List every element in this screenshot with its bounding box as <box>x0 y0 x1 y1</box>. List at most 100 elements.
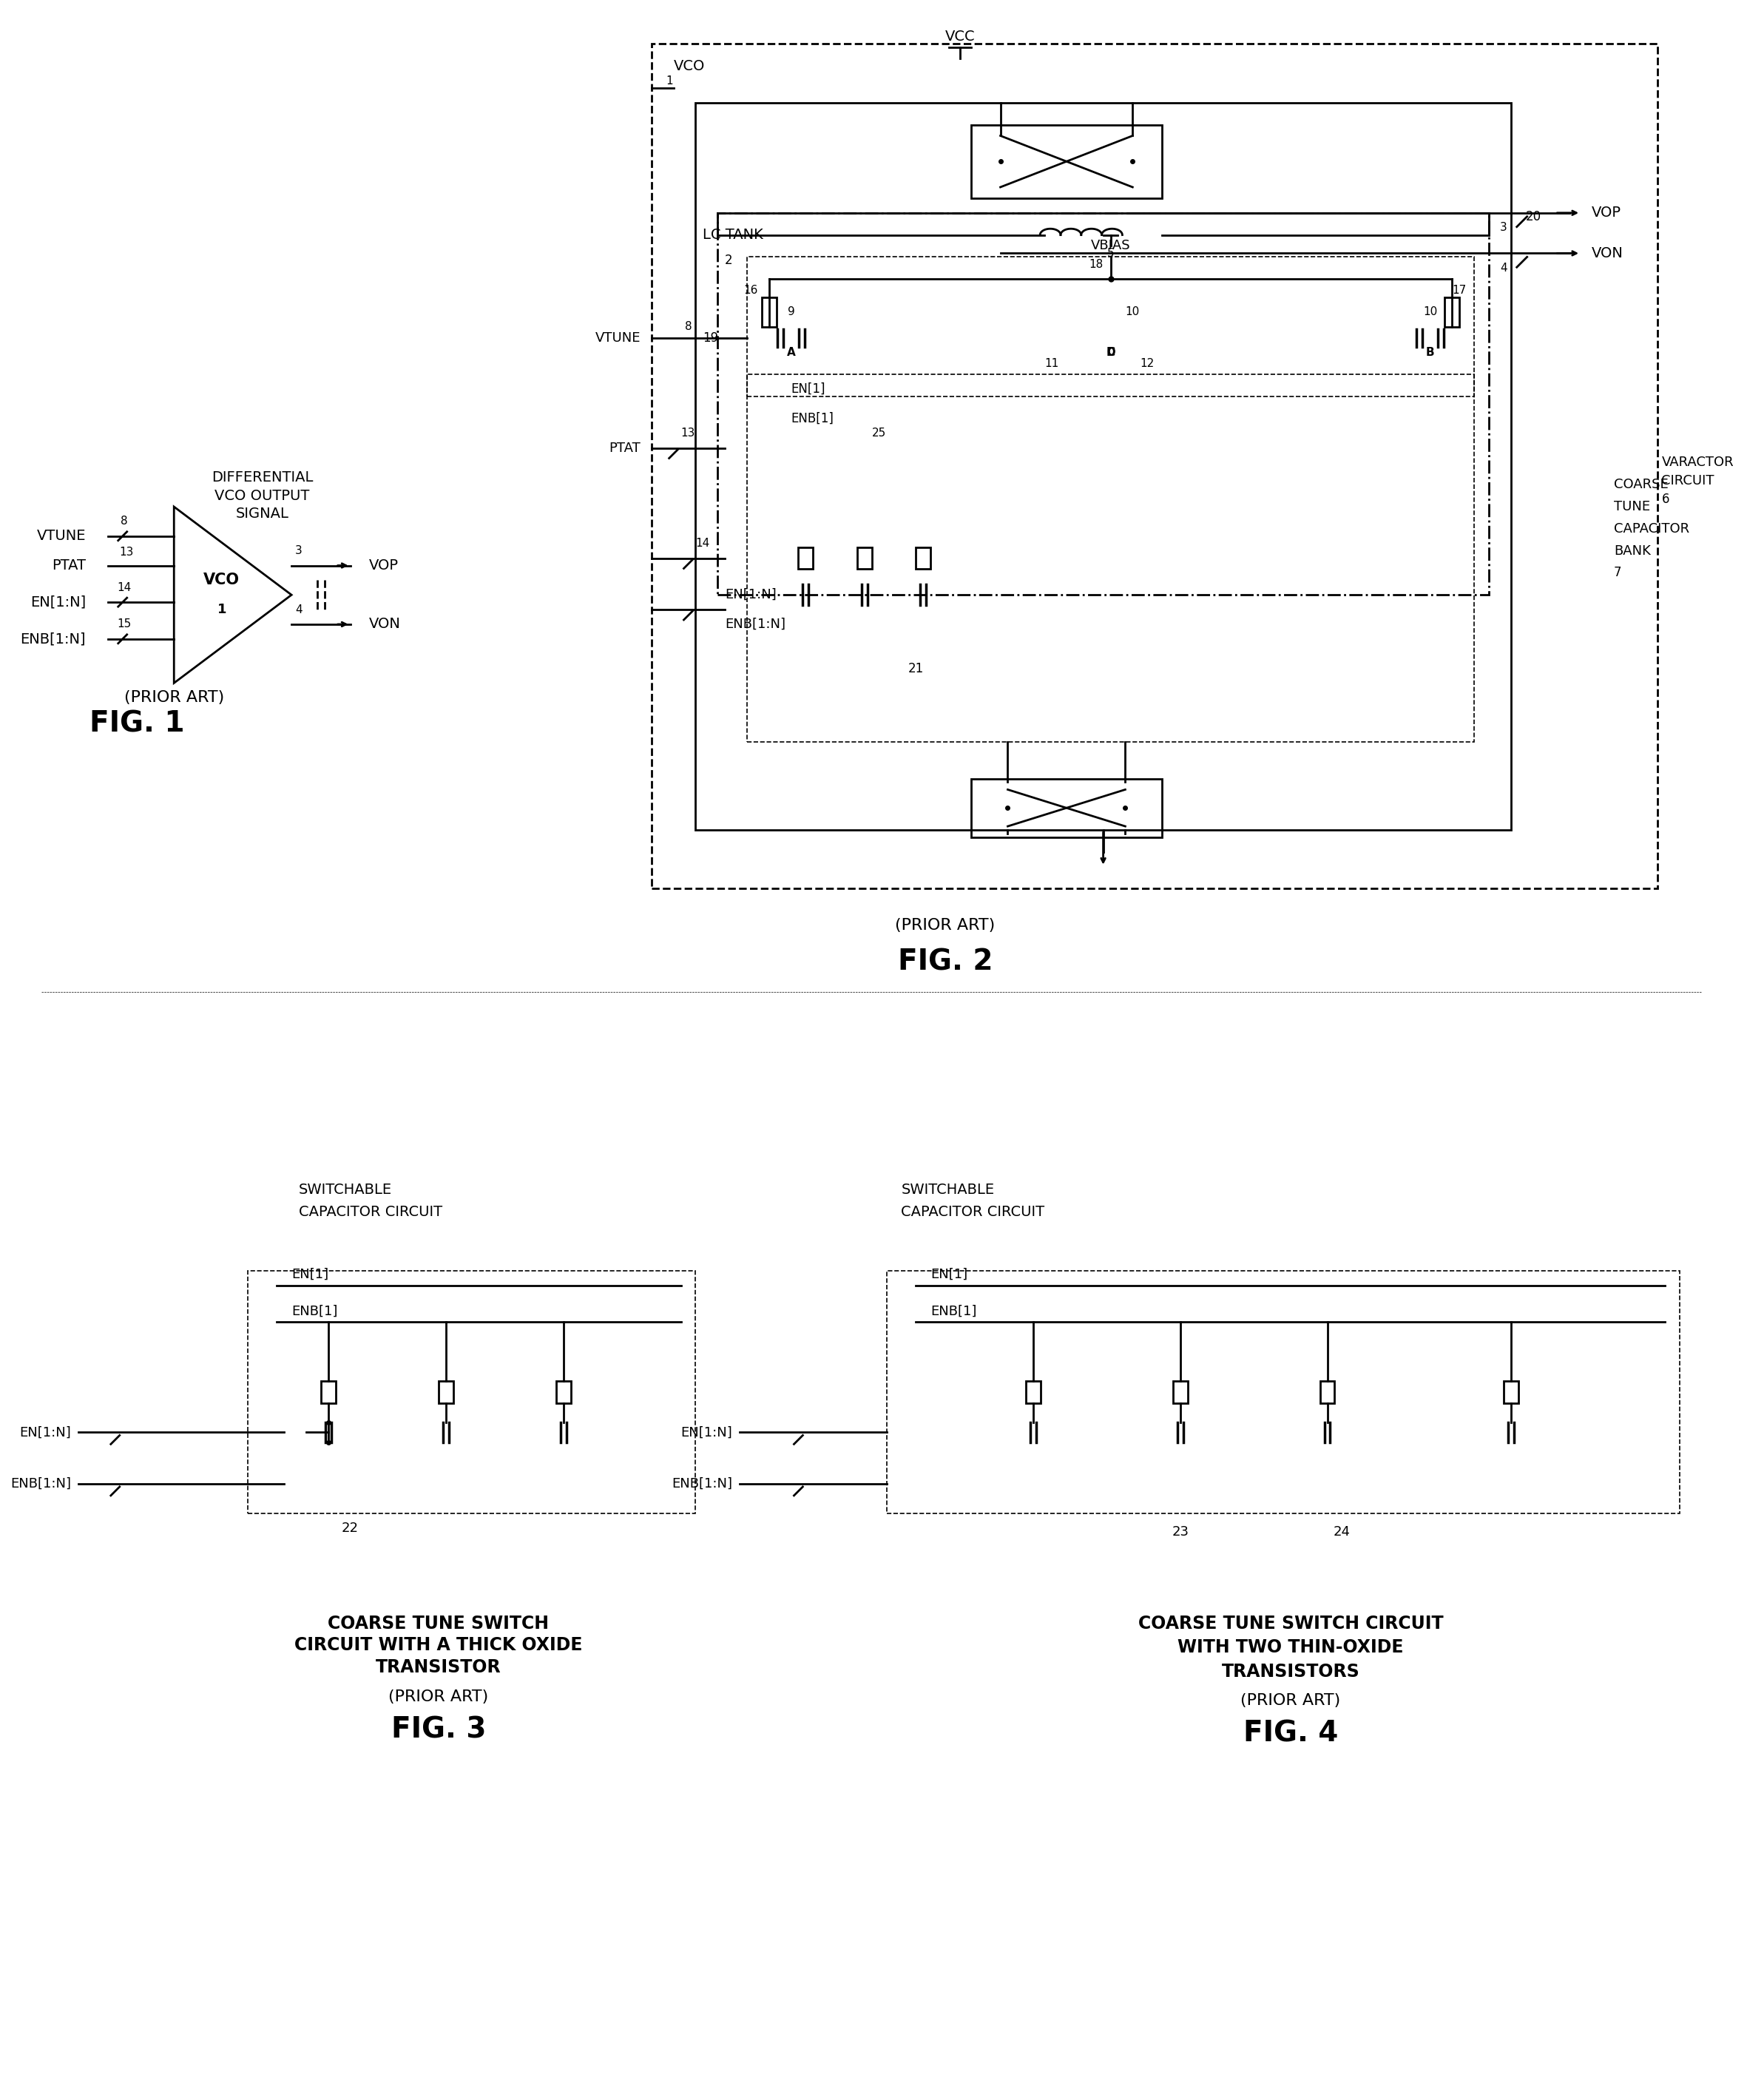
Text: 25: 25 <box>872 428 886 439</box>
Text: 4: 4 <box>295 605 302 615</box>
Text: 10: 10 <box>1424 307 1438 317</box>
Text: CAPACITOR: CAPACITOR <box>1614 523 1689 535</box>
Text: DIFFERENTIAL: DIFFERENTIAL <box>211 470 313 485</box>
Bar <box>718 212 1488 594</box>
Text: SIGNAL: SIGNAL <box>236 506 288 521</box>
Text: 12: 12 <box>1141 357 1155 370</box>
Text: ENB[1:N]: ENB[1:N] <box>725 617 786 630</box>
Text: 14: 14 <box>117 582 131 592</box>
Text: D: D <box>1106 346 1115 357</box>
Text: EN[1:N]: EN[1:N] <box>725 588 776 601</box>
Text: COARSE: COARSE <box>1614 479 1668 491</box>
Text: EN[1:N]: EN[1:N] <box>681 1426 732 1438</box>
Text: VON: VON <box>1592 246 1623 260</box>
Text: 3: 3 <box>295 546 302 556</box>
Bar <box>858 548 872 569</box>
Bar <box>556 1382 571 1403</box>
Text: 14: 14 <box>695 538 709 548</box>
Text: VON: VON <box>369 617 400 632</box>
Text: CAPACITOR CIRCUIT: CAPACITOR CIRCUIT <box>901 1205 1045 1218</box>
Text: VCO: VCO <box>674 59 704 74</box>
Text: ENB[1:N]: ENB[1:N] <box>671 1476 732 1491</box>
Text: FIG. 2: FIG. 2 <box>898 949 992 976</box>
Text: 3: 3 <box>1501 223 1508 233</box>
Text: 8: 8 <box>121 517 128 527</box>
Text: A: A <box>786 346 795 357</box>
Text: COARSE TUNE SWITCH: COARSE TUNE SWITCH <box>328 1615 549 1632</box>
Text: 20: 20 <box>1525 210 1541 223</box>
Text: 5: 5 <box>1108 248 1115 258</box>
Text: VBIAS: VBIAS <box>1090 239 1130 252</box>
Text: VOP: VOP <box>369 559 398 573</box>
Text: 15: 15 <box>117 620 131 630</box>
Text: 9: 9 <box>788 307 795 317</box>
Bar <box>321 1382 335 1403</box>
Text: VCO: VCO <box>204 573 239 588</box>
Text: B: B <box>1426 346 1434 357</box>
Bar <box>248 1270 695 1514</box>
Text: 6: 6 <box>1661 493 1670 506</box>
Text: EN[1]: EN[1] <box>791 382 825 395</box>
Text: 22: 22 <box>342 1520 358 1535</box>
Bar <box>915 548 931 569</box>
Text: 4: 4 <box>1501 262 1508 273</box>
Bar <box>652 44 1658 888</box>
Text: 1: 1 <box>666 76 673 86</box>
Bar <box>438 1382 452 1403</box>
Text: (PRIOR ART): (PRIOR ART) <box>1240 1693 1340 1707</box>
Text: ENB[1]: ENB[1] <box>292 1304 337 1319</box>
Bar <box>1321 1382 1335 1403</box>
Text: EN[1:N]: EN[1:N] <box>19 1426 72 1438</box>
Text: 17: 17 <box>1452 284 1467 296</box>
Text: ENB[1:N]: ENB[1:N] <box>21 632 86 647</box>
Bar <box>1445 298 1459 328</box>
Bar <box>971 779 1162 838</box>
Text: 13: 13 <box>681 428 695 439</box>
Text: VTUNE: VTUNE <box>596 332 641 344</box>
Text: FIG. 3: FIG. 3 <box>391 1716 486 1743</box>
Text: PTAT: PTAT <box>52 559 86 573</box>
Bar <box>886 1270 1681 1514</box>
Text: TRANSISTOR: TRANSISTOR <box>376 1659 501 1676</box>
Text: ENB[1]: ENB[1] <box>791 412 833 424</box>
Text: CIRCUIT: CIRCUIT <box>1661 475 1714 487</box>
Text: 18: 18 <box>1088 258 1102 269</box>
Bar <box>1172 1382 1188 1403</box>
Text: 10: 10 <box>1125 307 1139 317</box>
Text: 13: 13 <box>119 546 133 559</box>
Text: 11: 11 <box>1045 357 1059 370</box>
Text: EN[1]: EN[1] <box>292 1268 328 1281</box>
Text: EN[1:N]: EN[1:N] <box>30 594 86 609</box>
Text: 2: 2 <box>725 254 732 267</box>
Bar <box>1504 1382 1518 1403</box>
Text: 23: 23 <box>1172 1525 1190 1537</box>
Bar <box>748 256 1474 397</box>
Text: SWITCHABLE: SWITCHABLE <box>299 1182 391 1197</box>
Text: 24: 24 <box>1333 1525 1350 1537</box>
Text: WITH TWO THIN-OXIDE: WITH TWO THIN-OXIDE <box>1177 1638 1403 1657</box>
Text: TRANSISTORS: TRANSISTORS <box>1221 1663 1359 1680</box>
Text: LC TANK: LC TANK <box>702 229 763 242</box>
Text: 1: 1 <box>217 603 227 615</box>
Text: BANK: BANK <box>1614 544 1651 556</box>
Text: EN[1]: EN[1] <box>931 1268 968 1281</box>
Bar <box>798 548 812 569</box>
Text: CAPACITOR CIRCUIT: CAPACITOR CIRCUIT <box>299 1205 442 1218</box>
Text: ENB[1]: ENB[1] <box>931 1304 977 1319</box>
Text: VCO OUTPUT: VCO OUTPUT <box>215 489 309 502</box>
Bar <box>1025 1382 1041 1403</box>
Text: FIG. 4: FIG. 4 <box>1244 1720 1338 1747</box>
Text: FIG. 1: FIG. 1 <box>89 710 185 737</box>
Text: 21: 21 <box>908 662 924 674</box>
Text: VARACTOR: VARACTOR <box>1661 456 1733 468</box>
Text: (PRIOR ART): (PRIOR ART) <box>124 691 224 706</box>
Text: VCC: VCC <box>945 29 975 44</box>
Text: VOP: VOP <box>1592 206 1621 220</box>
Text: ENB[1:N]: ENB[1:N] <box>10 1476 72 1491</box>
Text: 19: 19 <box>702 332 718 344</box>
Text: VTUNE: VTUNE <box>37 529 86 544</box>
Text: 7: 7 <box>1614 567 1621 580</box>
Text: 8: 8 <box>685 321 692 332</box>
Text: (PRIOR ART): (PRIOR ART) <box>388 1690 489 1705</box>
Bar <box>762 298 776 328</box>
